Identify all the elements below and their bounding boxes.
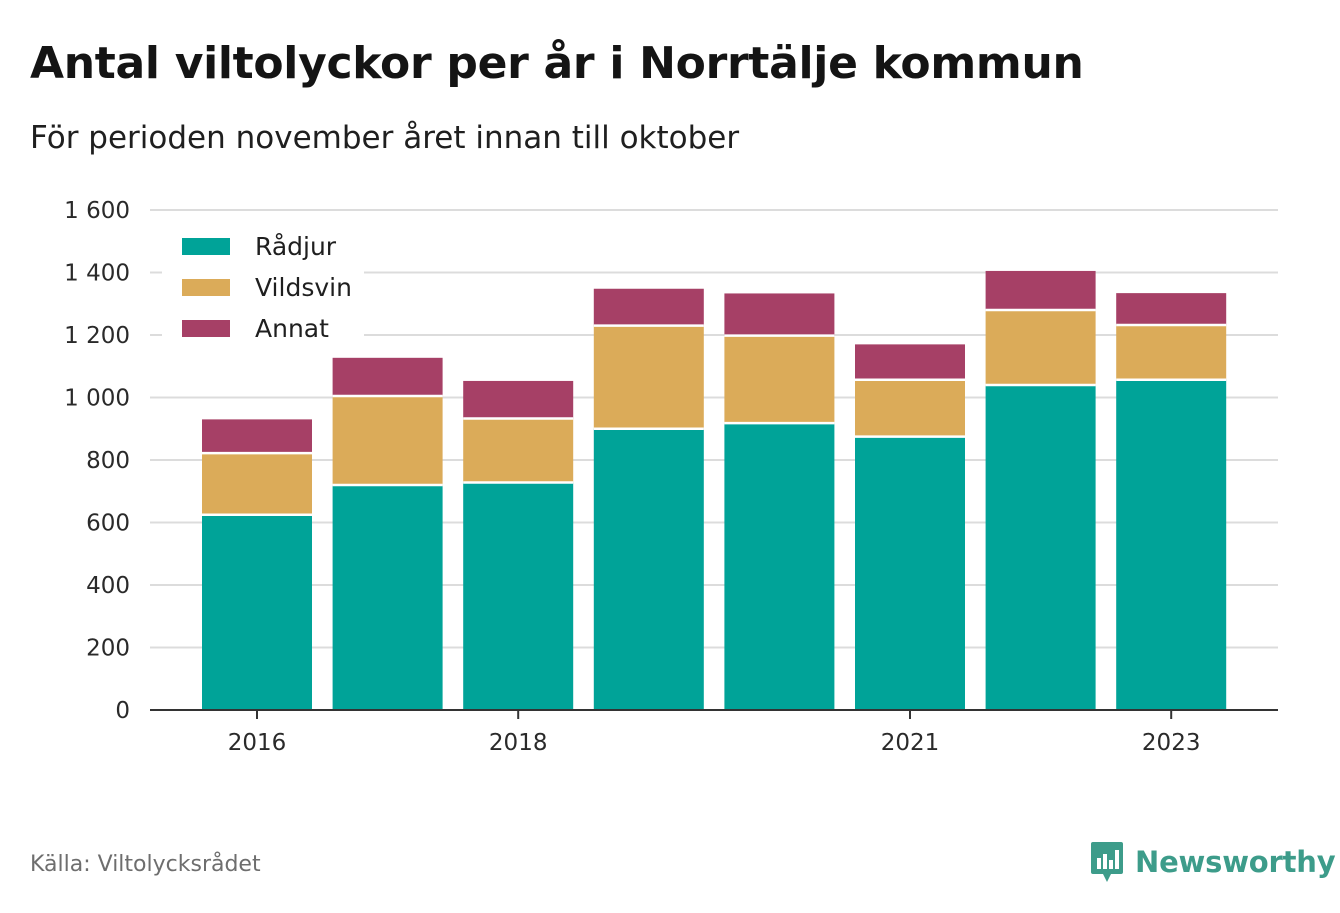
brand-name: Newsworthy xyxy=(1135,845,1336,879)
y-tick-label: 1 400 xyxy=(64,261,130,287)
legend-label: Annat xyxy=(255,314,329,343)
bar-segment-annat[interactable] xyxy=(985,270,1096,310)
y-tick-label: 600 xyxy=(86,511,130,537)
y-tick-label: 1 000 xyxy=(64,386,130,412)
bar-segment-vildsvin[interactable] xyxy=(985,310,1096,385)
legend-swatch xyxy=(182,320,230,337)
bar-segment-r-djur[interactable] xyxy=(855,436,965,710)
x-tick-label: 2018 xyxy=(489,730,548,756)
bar-segment-vildsvin[interactable] xyxy=(463,418,574,483)
bar-segment-r-djur[interactable] xyxy=(593,428,704,710)
x-tick-label: 2023 xyxy=(1142,730,1201,756)
legend-swatch xyxy=(182,279,230,296)
y-tick-label: 800 xyxy=(86,448,130,474)
bar-segment-annat[interactable] xyxy=(202,419,312,454)
y-tick-label: 200 xyxy=(86,636,130,662)
bar-segment-r-djur[interactable] xyxy=(985,385,1096,710)
bar-segment-annat[interactable] xyxy=(332,357,443,396)
y-tick-label: 400 xyxy=(86,573,130,599)
bar-segment-r-djur[interactable] xyxy=(463,482,574,711)
bar-segment-r-djur[interactable] xyxy=(1116,379,1227,710)
newsworthy-logo-icon xyxy=(1091,842,1123,882)
legend-label: Rådjur xyxy=(255,232,337,261)
bar-segment-r-djur[interactable] xyxy=(724,423,835,710)
bar-segment-vildsvin[interactable] xyxy=(202,453,312,515)
y-tick-label: 1 600 xyxy=(64,198,130,224)
bar-segment-r-djur[interactable] xyxy=(202,514,312,710)
bar-segment-vildsvin[interactable] xyxy=(724,335,835,424)
legend: Rådjur Vildsvin Annat xyxy=(162,220,364,355)
chart-subtitle: För perioden november året innan till ok… xyxy=(30,120,740,156)
x-tick-label: 2021 xyxy=(881,730,940,756)
y-tick-label: 1 200 xyxy=(64,323,130,349)
x-tick-label: 2016 xyxy=(228,730,287,756)
bar-segment-annat[interactable] xyxy=(593,288,704,326)
axes: 0 200 400 600 800 1 000 1 200 1 400 1 600 2016 201… xyxy=(64,198,1278,756)
bar-segment-vildsvin[interactable] xyxy=(855,379,965,437)
bar-segment-vildsvin[interactable] xyxy=(593,325,704,429)
bar-segment-vildsvin[interactable] xyxy=(1116,325,1227,380)
bar-segment-annat[interactable] xyxy=(463,380,574,419)
bar-segment-vildsvin[interactable] xyxy=(332,395,443,485)
bar-segment-annat[interactable] xyxy=(1116,293,1227,325)
brand-logo[interactable]: Newsworthy xyxy=(1089,840,1336,884)
y-tick-label: 0 xyxy=(115,698,130,724)
bar-segment-annat[interactable] xyxy=(724,293,835,336)
bar-segment-r-djur[interactable] xyxy=(332,485,443,710)
legend-label: Vildsvin xyxy=(255,273,352,302)
chart-title: Antal viltolyckor per år i Norrtälje kom… xyxy=(30,38,1084,89)
bars xyxy=(202,270,1227,711)
legend-swatch xyxy=(182,238,230,255)
bar-segment-annat[interactable] xyxy=(855,344,965,380)
source-note: Källa: Viltolycksrådet xyxy=(30,852,261,877)
